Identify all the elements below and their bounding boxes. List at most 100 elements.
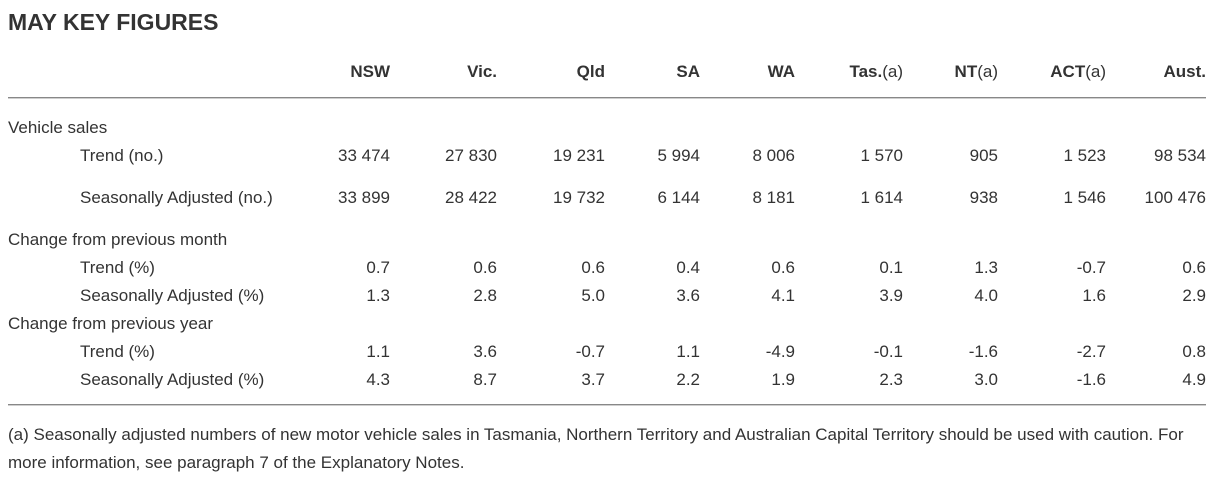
footnote: (a) Seasonally adjusted numbers of new m… — [8, 425, 1184, 472]
table-cell: 27 830 — [445, 146, 497, 165]
table-cell: 4.3 — [366, 370, 390, 389]
row-label: Trend (%) — [80, 258, 155, 277]
section-heading: Vehicle sales — [8, 118, 108, 137]
column-header-label: SA — [676, 61, 700, 81]
table-cell: 905 — [969, 146, 998, 165]
table-cell: 1.6 — [1082, 286, 1106, 305]
column-header-label: ACT — [1050, 61, 1086, 81]
table-cell: 1.3 — [974, 258, 998, 277]
table-cell: 0.1 — [879, 258, 903, 277]
section-heading-row: Change from previous month — [8, 226, 1206, 254]
table-row: Seasonally Adjusted (%) 4.3 8.7 3.7 2.2 1.9 2.… — [8, 366, 1206, 394]
table-cell: 0.6 — [581, 258, 605, 277]
table-cell: 98 534 — [1154, 146, 1206, 165]
table-cell: 8 181 — [752, 188, 795, 207]
table-cell: 8 006 — [752, 146, 795, 165]
table-cell: 0.4 — [676, 258, 700, 277]
table-cell: 2.9 — [1182, 286, 1206, 305]
table-cell: 1 523 — [1063, 146, 1106, 165]
table-bottom-divider — [8, 404, 1206, 406]
header-divider — [8, 97, 1206, 99]
table-row: Trend (no.) 33 474 27 830 19 231 5 994 8 006 1… — [8, 142, 1206, 170]
row-label: Seasonally Adjusted (%) — [80, 286, 265, 305]
table-cell: 8.7 — [473, 370, 497, 389]
column-header-label: Qld — [576, 61, 605, 81]
table-cell: 4.0 — [974, 286, 998, 305]
column-header: Tas.(a) — [795, 57, 903, 86]
section-heading: Change from previous year — [8, 314, 214, 333]
column-header-note: (a) — [977, 61, 998, 81]
table-cell: 5 994 — [657, 146, 700, 165]
row-label: Seasonally Adjusted (no.) — [80, 188, 273, 207]
header-gap — [8, 86, 1206, 114]
table-cell: 6 144 — [657, 188, 700, 207]
table-cell: 3.0 — [974, 370, 998, 389]
column-header: SA — [605, 57, 700, 86]
section-heading-row: Vehicle sales — [8, 114, 1206, 142]
column-header: Qld — [497, 57, 605, 86]
table-row: Trend (%) 0.7 0.6 0.6 0.4 0.6 0.1 1.3 -0.7 0.6 — [8, 254, 1206, 282]
column-header-label: Tas. — [849, 61, 883, 81]
table-cell: 0.8 — [1182, 342, 1206, 361]
column-header-label: WA — [767, 61, 795, 81]
table-cell: -0.7 — [575, 342, 605, 361]
table-cell: 0.6 — [473, 258, 497, 277]
table-cell: 3.9 — [879, 286, 903, 305]
column-header-note: (a) — [1085, 61, 1106, 81]
table-cell: -2.7 — [1076, 342, 1106, 361]
table-cell: 3.7 — [581, 370, 605, 389]
table-cell: 4.9 — [1182, 370, 1206, 389]
row-label: Trend (no.) — [80, 146, 164, 165]
column-header-label: NSW — [350, 61, 390, 81]
column-header-label: NT — [954, 61, 978, 81]
column-header-label: Vic. — [467, 61, 497, 81]
table-cell: -1.6 — [1076, 370, 1106, 389]
table-cell: -4.9 — [765, 342, 795, 361]
table-cell: 33 899 — [338, 188, 390, 207]
column-header: Aust. — [1106, 57, 1207, 86]
table-cell: 1.3 — [366, 286, 390, 305]
row-label: Seasonally Adjusted (%) — [80, 370, 265, 389]
table-cell: 0.6 — [1182, 258, 1206, 277]
table-cell: 5.0 — [581, 286, 605, 305]
column-header: ACT(a) — [998, 57, 1106, 86]
table-cell: 0.7 — [366, 258, 390, 277]
table-cell: 2.3 — [879, 370, 903, 389]
table-cell: 3.6 — [676, 286, 700, 305]
section-heading: Change from previous month — [8, 230, 228, 249]
table-cell: 938 — [969, 188, 998, 207]
table-cell: -0.7 — [1076, 258, 1106, 277]
key-figures-table: NSW Vic. Qld SA WA Tas.(a) NT(a) ACT(a) Aust. Ve… — [8, 57, 1206, 394]
column-header: NSW — [290, 57, 390, 86]
column-header: Vic. — [390, 57, 497, 86]
row-label: Trend (%) — [80, 342, 155, 361]
column-header-label: Aust. — [1163, 61, 1207, 81]
page-title: MAY KEY FIGURES — [8, 9, 219, 35]
table-cell: 2.2 — [676, 370, 700, 389]
table-cell: 3.6 — [473, 342, 497, 361]
table-cell: 1.1 — [676, 342, 700, 361]
table-cell: 1 546 — [1063, 188, 1106, 207]
column-header: WA — [700, 57, 795, 86]
table-cell: 2.8 — [473, 286, 497, 305]
table-cell: 100 476 — [1144, 188, 1206, 207]
header-row: NSW Vic. Qld SA WA Tas.(a) NT(a) ACT(a) Aust. — [8, 57, 1206, 86]
table-cell: 0.6 — [771, 258, 795, 277]
table-cell: 28 422 — [445, 188, 497, 207]
table-cell: 1 614 — [860, 188, 903, 207]
table-cell: -0.1 — [873, 342, 903, 361]
table-row: Seasonally Adjusted (%) 1.3 2.8 5.0 3.6 4.1 3.… — [8, 282, 1206, 310]
table-cell: 19 732 — [553, 188, 605, 207]
table-row: Seasonally Adjusted (no.) 33 899 28 422 19 … — [8, 170, 1206, 226]
table-cell: 4.1 — [771, 286, 795, 305]
table-header: NSW Vic. Qld SA WA Tas.(a) NT(a) ACT(a) Aust. — [8, 57, 1206, 114]
table-cell: 19 231 — [553, 146, 605, 165]
section-heading-row: Change from previous year — [8, 310, 1206, 338]
header-spacer — [8, 57, 290, 86]
table-cell: 33 474 — [338, 146, 390, 165]
table-cell: 1.1 — [366, 342, 390, 361]
table-cell: -1.6 — [968, 342, 998, 361]
table-body: Vehicle sales Trend (no.) 33 474 27 830 19 2… — [8, 114, 1206, 394]
column-header-note: (a) — [882, 61, 903, 81]
